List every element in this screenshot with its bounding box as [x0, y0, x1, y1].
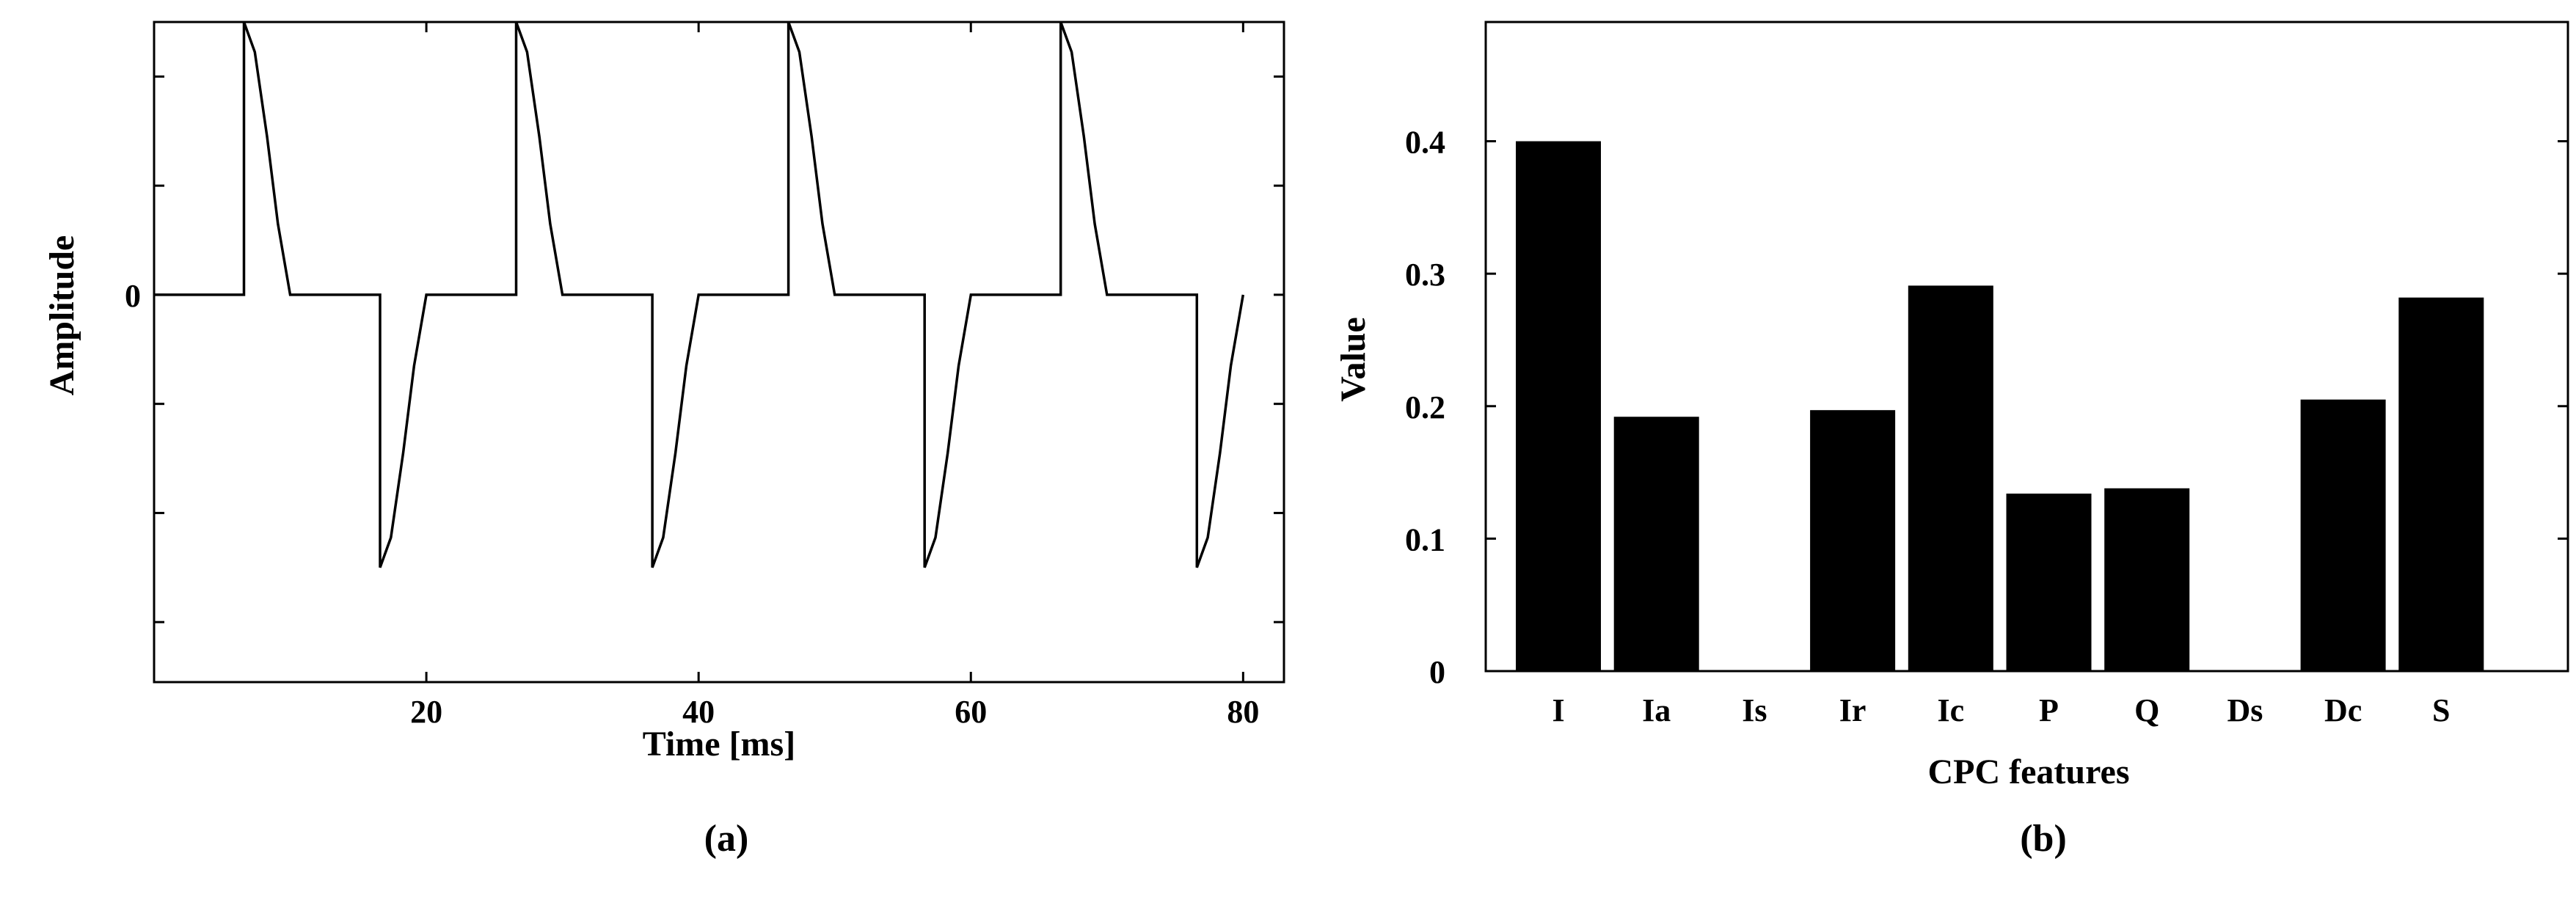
panel-a-caption: (a) [704, 818, 749, 860]
x-tick-label: Ds [2227, 692, 2263, 728]
bar [1908, 285, 1993, 672]
panel-b-bars [1516, 141, 2484, 672]
bar [1810, 410, 1896, 671]
x-tick-label: Is [1742, 692, 1767, 728]
waveform-line [154, 21, 1245, 568]
y-tick-label: 0.2 [1405, 389, 1445, 425]
x-tick-label: I [1552, 692, 1564, 728]
bar [2398, 297, 2484, 671]
panel-b-bar-chart: 0 0.1 0.2 0.3 0.4 I Ia Is Ir Ic P Q Ds Dc S CPC featur… [1334, 21, 2569, 860]
x-tick-label: Ic [1937, 692, 1964, 728]
x-tick-label: 20 [410, 694, 442, 730]
panel-b-tick-labels: 0 0.1 0.2 0.3 0.4 I Ia Is Ir Ic P Q Ds Dc S [1405, 125, 2451, 728]
panel-b-y-axis-label: Value [1334, 317, 1373, 402]
panel-a-plot-frame [153, 21, 1285, 684]
x-tick-label: Dc [2324, 692, 2362, 728]
panel-a-x-axis-label: Time [ms] [643, 725, 795, 764]
x-tick-label: Ir [1839, 692, 1867, 728]
x-tick-label: S [2432, 692, 2450, 728]
x-tick-label: Ia [1642, 692, 1671, 728]
panel-a-y-axis-label: Amplitude [43, 235, 81, 396]
panel-b-x-axis-label: CPC features [1927, 753, 2129, 791]
bar [1516, 141, 1601, 671]
y-tick-label: 0.3 [1405, 257, 1445, 293]
panel-a-series [154, 21, 1245, 568]
x-tick-label: 60 [955, 694, 987, 730]
bar [2104, 488, 2190, 671]
x-tick-label: Q [2134, 692, 2159, 728]
bar [1613, 417, 1699, 671]
x-tick-label: P [2039, 692, 2059, 728]
bar [2300, 399, 2386, 671]
panel-a-ticks [154, 22, 1284, 682]
bar [2006, 493, 2092, 671]
y-tick-label: 0.4 [1405, 125, 1445, 161]
y-tick-label: 0 [1429, 654, 1445, 690]
panel-a-tick-labels: 20 40 60 80 0 [125, 278, 1259, 730]
panel-a-line-chart: 20 40 60 80 0 Time [ms] Amplitude (a) [43, 21, 1285, 860]
x-tick-label: 40 [682, 694, 715, 730]
panel-b-caption: (b) [2020, 818, 2067, 860]
x-tick-label: 80 [1227, 694, 1259, 730]
y-tick-label: 0.1 [1405, 521, 1445, 557]
y-tick-label: 0 [125, 278, 141, 314]
panel-b-ticks [1486, 140, 2568, 540]
